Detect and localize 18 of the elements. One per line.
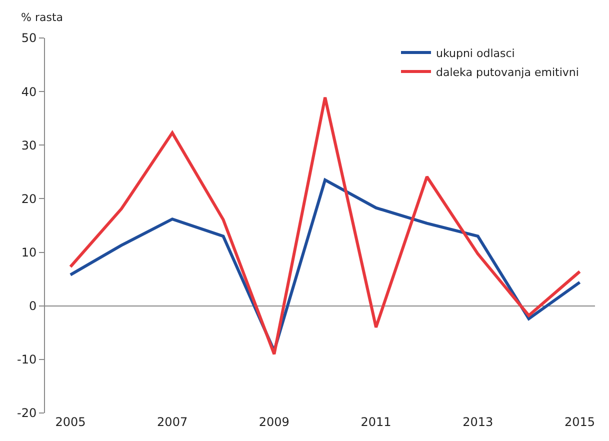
x-tick-label: 2011	[360, 415, 392, 429]
x-tick-label: 2005	[55, 415, 86, 429]
line-series	[68, 96, 582, 356]
y-tick-label: 40	[21, 84, 37, 99]
y-tick-label: 10	[21, 245, 37, 260]
legend-label: ukupni odlasci	[436, 46, 515, 60]
legend-label: daleka putovanja emitivni	[436, 66, 579, 79]
y-tick-label: -10	[16, 352, 37, 367]
y-tick-label: -20	[16, 406, 37, 420]
y-tick-label: 20	[21, 192, 37, 206]
x-tick-label: 2007	[157, 415, 188, 429]
y-tick-label: 50	[21, 31, 37, 46]
y-tick-label: 30	[21, 138, 37, 152]
x-tick-label: 2009	[258, 415, 290, 429]
y-axis-title: % rasta	[21, 11, 63, 24]
x-tick-label: 2013	[462, 415, 494, 429]
x-tick-label: 2015	[564, 415, 595, 429]
y-tick-label: 0	[28, 299, 37, 314]
